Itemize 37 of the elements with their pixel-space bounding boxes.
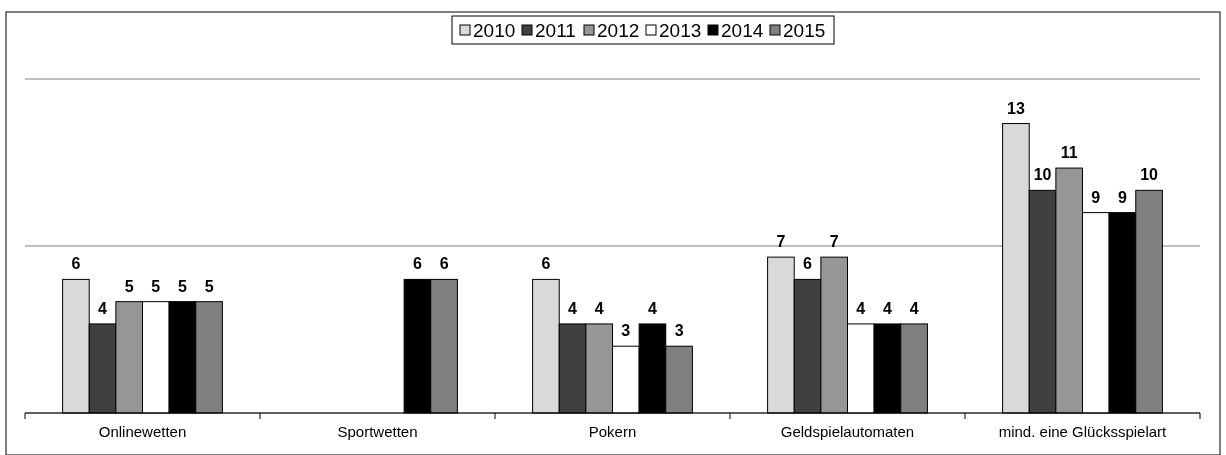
x-tick-label: Geldspielautomaten xyxy=(780,423,915,440)
x-tick-label: mind. eine Glücksspielart xyxy=(998,423,1168,440)
data-label: 3 xyxy=(621,322,631,340)
data-label: 5 xyxy=(178,277,187,295)
data-label: 4 xyxy=(594,299,604,317)
data-label: 6 xyxy=(803,255,813,273)
data-label: 6 xyxy=(71,255,81,273)
data-label: 10 xyxy=(1140,166,1159,184)
data-label: 4 xyxy=(909,299,919,317)
x-tick-label: Sportwetten xyxy=(337,423,418,440)
legend-label: 2013 xyxy=(659,20,702,41)
x-tick-label: Pokern xyxy=(588,423,637,440)
data-label: 6 xyxy=(413,255,422,273)
legend-label: 2012 xyxy=(597,20,640,41)
data-label: 4 xyxy=(883,299,892,317)
data-label: 4 xyxy=(856,299,866,317)
data-label: 7 xyxy=(829,233,839,251)
legend-label: 2010 xyxy=(473,20,516,41)
legend-label: 2015 xyxy=(783,20,826,41)
data-label: 11 xyxy=(1060,144,1078,162)
data-label: 13 xyxy=(1007,99,1025,117)
x-tick-label: Onlinewetten xyxy=(98,423,187,440)
data-label: 5 xyxy=(151,277,161,295)
data-label: 5 xyxy=(124,277,134,295)
data-label: 9 xyxy=(1118,188,1127,206)
data-label: 6 xyxy=(541,255,551,273)
legend-label: 2011 xyxy=(535,20,576,41)
data-label: 4 xyxy=(98,299,108,317)
data-label: 5 xyxy=(204,277,214,295)
data-label: 3 xyxy=(674,322,684,340)
data-label: 9 xyxy=(1091,188,1101,206)
data-label: 4 xyxy=(648,299,657,317)
data-label: 4 xyxy=(568,299,578,317)
data-label: 10 xyxy=(1033,166,1052,184)
legend-label: 2014 xyxy=(721,20,764,41)
data-label: 6 xyxy=(439,255,449,273)
data-label: 7 xyxy=(776,233,786,251)
